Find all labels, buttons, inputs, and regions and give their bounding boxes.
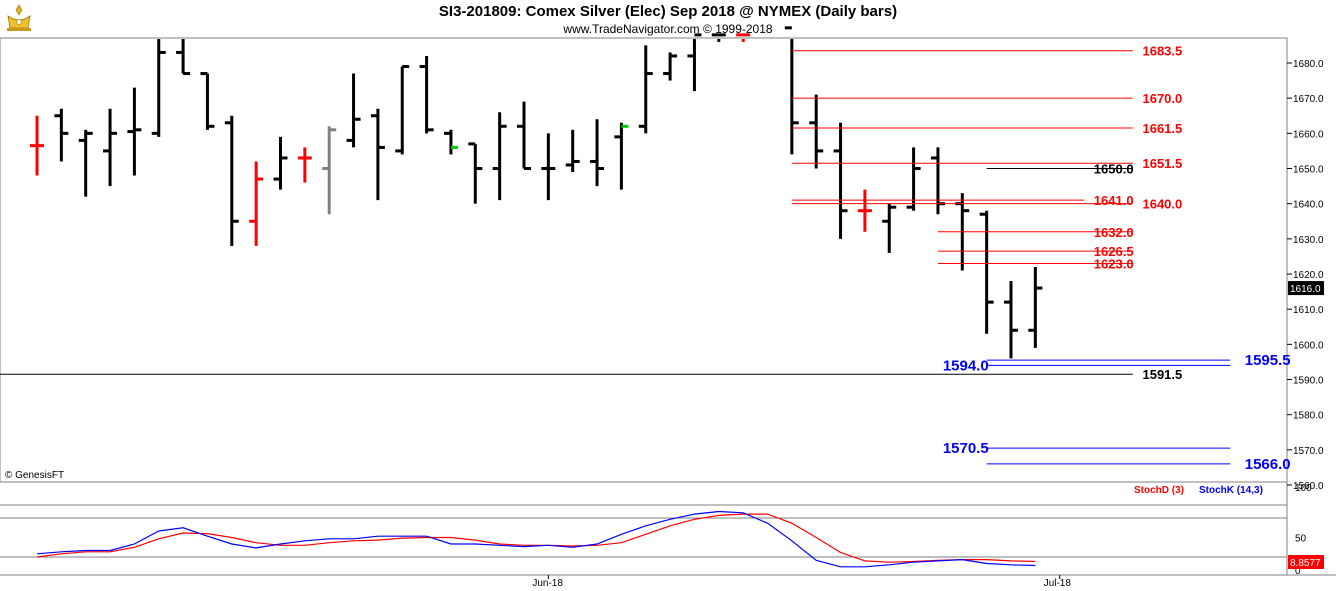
copyright-text: www.TradeNavigator.com © 1999-2018 (563, 22, 773, 36)
level-label: 1591.5 (1142, 367, 1182, 382)
legend-stochk: StochK (14,3) (1199, 485, 1263, 496)
price-tick-label: 1570.0 (1293, 446, 1324, 457)
price-tick-label: 1560.0 (1293, 481, 1324, 492)
price-tick-label: 1630.0 (1293, 235, 1324, 246)
stoch-tick-label: 50 (1295, 534, 1307, 545)
level-label: 1566.0 (1245, 456, 1291, 473)
price-axis: 1680.0 1670.0 1660.0 1650.0 1640.0 1630.0 1620… (1287, 59, 1324, 492)
level-label: 1683.5 (1142, 44, 1182, 59)
logo-icon (2, 2, 36, 34)
stoch-current-label: 8.8577 (1290, 558, 1321, 569)
level-label: 1640.0 (1142, 197, 1182, 212)
current-price-label: 1616.0 (1290, 284, 1321, 295)
level-label: 1670.0 (1142, 91, 1182, 106)
price-levels: 1683.5 1670.0 1661.5 1651.5 1650.0 1641.0 1640… (0, 44, 1291, 473)
time-axis: Jun-18 Jul-18 (532, 575, 1071, 589)
time-tick-label: Jun-18 (532, 578, 563, 589)
level-label: 1595.5 (1245, 352, 1291, 369)
price-tick-label: 1640.0 (1293, 200, 1324, 211)
stoch-tick-label: 100 (1295, 483, 1312, 494)
price-tick-label: 1620.0 (1293, 270, 1324, 281)
price-tick-label: 1650.0 (1293, 165, 1324, 176)
price-tick-label: 1660.0 (1293, 129, 1324, 140)
level-label: 1661.5 (1142, 121, 1182, 136)
chart-header: SI3-201809: Comex Silver (Elec) Sep 2018… (0, 0, 1336, 38)
price-tick-label: 1580.0 (1293, 411, 1324, 422)
stoch-series-line (36, 513, 1036, 563)
stoch-current-box (1288, 555, 1324, 569)
stoch-tick-label: 0 (1295, 566, 1301, 577)
price-bars (30, 26, 1043, 359)
price-tick-label: 1670.0 (1293, 94, 1324, 105)
legend-stochd: StochD (3) (1134, 485, 1184, 496)
level-label: 1626.5 (1094, 244, 1134, 259)
stoch-series-line (36, 510, 1036, 568)
current-price-box (1288, 281, 1324, 296)
level-label: 1651.5 (1142, 156, 1182, 171)
level-label: 1650.0 (1094, 162, 1134, 177)
price-tick-label: 1680.0 (1293, 59, 1324, 70)
stochastic-panel: 100 50 0 StochD (3) StochK (14,3) 8.8577 (0, 483, 1324, 577)
level-label: 1570.5 (943, 440, 989, 457)
time-tick-label: Jul-18 (1044, 578, 1072, 589)
chart-title: SI3-201809: Comex Silver (Elec) Sep 2018… (438, 3, 898, 20)
level-label: 1632.0 (1094, 225, 1134, 240)
watermark-text: © GenesisFT (5, 470, 64, 481)
price-tick-label: 1590.0 (1293, 376, 1324, 387)
price-tick-label: 1610.0 (1293, 305, 1324, 316)
level-label: 1594.0 (943, 357, 989, 374)
level-label: 1641.0 (1094, 193, 1134, 208)
price-tick-label: 1600.0 (1293, 340, 1324, 351)
level-label: 1623.0 (1094, 256, 1134, 271)
chart-frame (0, 37, 1336, 576)
